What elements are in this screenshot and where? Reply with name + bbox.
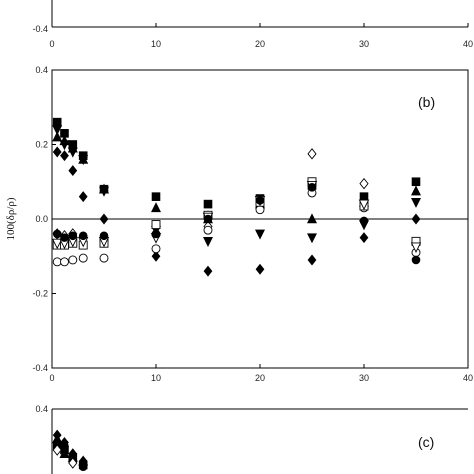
panel-b-xtick-tick-label: 10	[151, 373, 161, 383]
data-point-filled-square	[151, 192, 161, 201]
data-point-filled-square	[411, 177, 421, 187]
data-point-filled-diamond	[68, 165, 78, 177]
data-point-filled-square	[52, 117, 62, 127]
data-point-open-circle	[255, 205, 265, 215]
data-point-filled-circle	[99, 231, 109, 241]
panel-b-ytick-label: 0.2	[35, 140, 48, 150]
data-point-filled-circle	[78, 462, 88, 472]
data-point-filled-diamond	[307, 254, 317, 266]
panel-a-xtick-tick-label: 20	[255, 39, 265, 49]
data-point-filled-diamond	[359, 232, 369, 244]
data-point-open-diamond	[307, 148, 317, 160]
data-point-filled-diamond	[203, 265, 213, 277]
panel-a-xtick-tick-label: 10	[151, 39, 161, 49]
panel-a-xticks: 0 10 20 30 40	[49, 23, 473, 49]
data-point-filled-circle	[60, 233, 69, 242]
data-point-filled-circle	[203, 214, 213, 224]
data-point-filled-diamond	[60, 150, 69, 162]
data-point-filled-circle	[307, 183, 317, 192]
panel-b-xtick-tick-label: 30	[359, 373, 369, 383]
data-point-filled-triangle-up	[411, 185, 421, 196]
data-point-filled-diamond	[151, 250, 161, 262]
data-point-filled-triangle-down	[307, 233, 317, 244]
panel-a-xtick-tick-label: 40	[463, 39, 473, 49]
data-point-open-triangle-down	[410, 242, 422, 253]
panel-c-ytick-label: 0.4	[35, 404, 48, 414]
data-point-filled-triangle-up	[151, 202, 161, 213]
data-point-filled-circle	[60, 441, 69, 451]
data-point-filled-square	[203, 199, 213, 209]
data-point-open-square	[151, 220, 161, 230]
data-point-filled-diamond	[52, 146, 62, 158]
data-point-filled-triangle-down	[59, 140, 70, 151]
panel-b: (b) 100(δρ/ρ) 0.4 0.2 0.0 -0.2 -0.4 0 10 20 30 4…	[5, 65, 473, 383]
data-point-filled-circle	[78, 231, 88, 241]
panel-a-xtick-tick-label: 30	[359, 39, 369, 49]
panel-b-ytick-label: 0.4	[35, 65, 48, 75]
panel-b-ytick-label: -0.2	[32, 289, 48, 299]
data-point-open-triangle-down	[51, 238, 63, 250]
data-point-open-circle	[78, 253, 88, 263]
data-point-filled-triangle-down	[203, 237, 213, 248]
data-point-filled-triangle-down	[255, 229, 265, 240]
panel-b-xtick-tick-label: 20	[255, 373, 265, 383]
panel-b-ytick-label: 0.0	[35, 214, 48, 224]
panel-a-xtick-tick-label: 0	[49, 39, 54, 49]
data-point-filled-triangle-down	[99, 186, 109, 197]
data-point-open-circle	[52, 257, 62, 267]
data-point-filled-triangle-up	[59, 448, 70, 459]
panel-c-points	[52, 429, 89, 472]
panel-b-ytick-label: -0.4	[32, 363, 48, 373]
panel-a: -0.4 0 10 20 30 40	[32, 0, 473, 49]
data-point-filled-triangle-up	[52, 131, 63, 142]
data-point-open-circle	[68, 255, 78, 265]
data-point-filled-triangle-down	[411, 197, 421, 208]
data-point-open-diamond	[68, 457, 78, 469]
data-point-open-circle	[151, 244, 161, 254]
data-point-open-diamond	[359, 177, 369, 190]
data-point-filled-circle	[411, 255, 421, 265]
data-point-filled-triangle-down	[52, 125, 63, 136]
panel-b-xticks: 0 10 20 30 40	[49, 364, 473, 383]
panel-a-ytick-label: -0.4	[32, 24, 48, 34]
data-point-filled-circle	[68, 231, 78, 241]
data-point-filled-triangle-down	[67, 147, 78, 158]
data-point-filled-triangle-up	[307, 213, 317, 224]
data-point-open-circle	[99, 253, 109, 263]
data-point-filled-circle	[151, 229, 161, 239]
data-point-open-triangle-down	[358, 199, 370, 211]
panel-b-y-axis-label: 100(δρ/ρ)	[5, 197, 17, 240]
data-point-filled-diamond	[411, 213, 421, 225]
panel-c: 0.4 (c)	[35, 404, 468, 474]
data-point-filled-diamond	[255, 263, 265, 275]
data-point-filled-diamond	[78, 191, 88, 203]
data-point-open-circle	[203, 225, 213, 235]
panel-b-label: (b)	[418, 94, 435, 110]
data-point-open-diamond	[52, 444, 62, 456]
data-point-filled-triangle-down	[78, 155, 89, 166]
panel-b-yticks: 0.4 0.2 0.0 -0.2 -0.4	[32, 65, 56, 373]
data-point-filled-circle	[255, 196, 265, 205]
data-point-open-circle	[60, 257, 69, 267]
panel-c-label: (c)	[418, 434, 434, 450]
data-point-filled-circle	[52, 229, 62, 239]
data-point-filled-diamond	[99, 213, 109, 225]
panel-b-points	[51, 117, 422, 277]
data-point-filled-circle	[359, 216, 369, 226]
panel-b-xtick-tick-label: 0	[49, 373, 54, 383]
panel-b-xtick-tick-label: 40	[463, 373, 473, 383]
